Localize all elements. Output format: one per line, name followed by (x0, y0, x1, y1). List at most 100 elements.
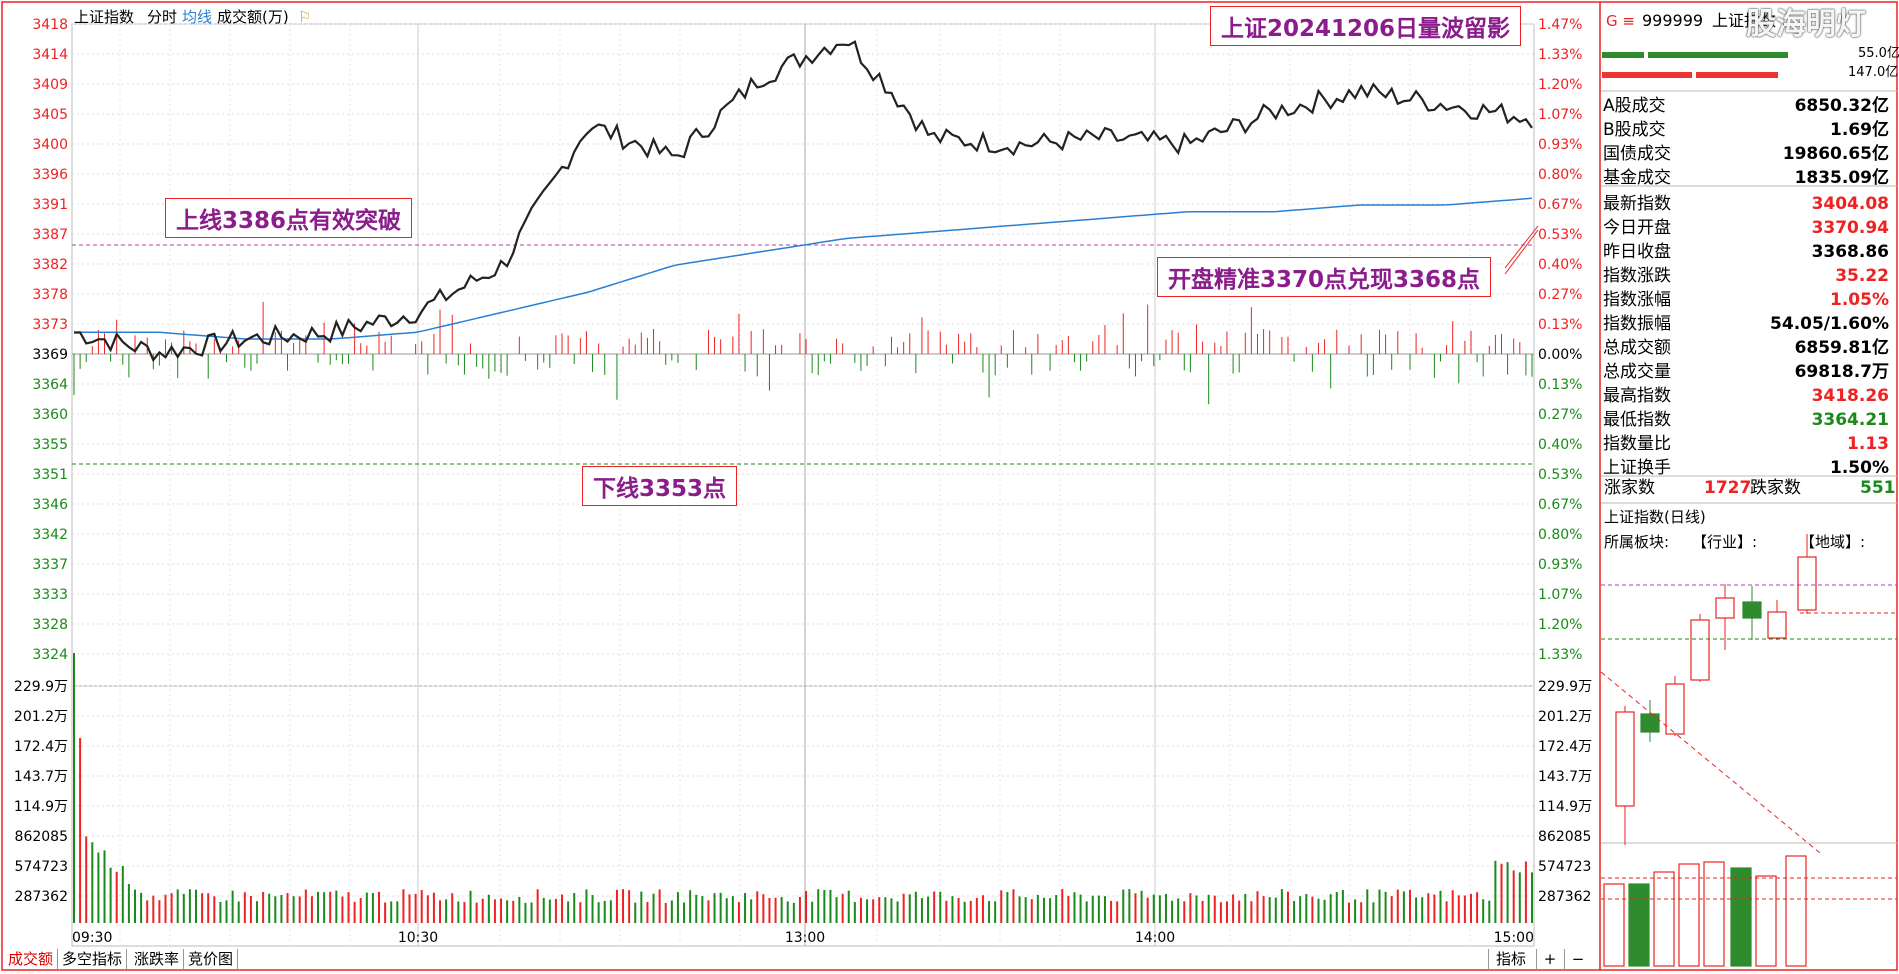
stat-label: 指数振幅 (1603, 314, 1671, 334)
price-tick-label: 3355 (32, 437, 68, 453)
stat-row: 昨日收盘 3368.86 (1601, 240, 1893, 264)
header-volume-label[interactable]: 成交额(万) (217, 8, 289, 26)
daily-volume-bar (1755, 875, 1777, 967)
zoom-out-button[interactable]: − (1564, 949, 1591, 969)
upper-annotation: 上线3386点有效突破 (165, 198, 413, 238)
grid (72, 23, 1534, 946)
daily-chart-title[interactable]: 上证指数(日线) (1604, 508, 1706, 526)
price-tick-label: 3328 (32, 617, 68, 633)
time-tick-label: 14:00 (1135, 930, 1175, 946)
volume-tick-label: 114.9万 (14, 799, 68, 815)
stat-row: 总成交额 6859.81亿 (1601, 336, 1893, 360)
pct-tick-label: 1.07% (1538, 587, 1582, 603)
up-count: 1727 (1704, 478, 1752, 498)
stat-row: 最低指数 3364.21 (1601, 408, 1893, 432)
stat-value: 1835.09亿 (1794, 168, 1889, 188)
pct-tick-label: 0.93% (1538, 137, 1582, 153)
indicator-button[interactable]: 指标 (1488, 949, 1533, 969)
time-tick-label: 10:30 (398, 930, 438, 946)
pct-tick-label: 1.33% (1538, 47, 1582, 63)
price-tick-label: 3387 (32, 227, 68, 243)
open-callout-line (1504, 225, 1539, 269)
volume-bars (73, 653, 1533, 923)
stat-row: 总成交量 69818.7万 (1601, 360, 1893, 384)
price-tick-label: 3396 (32, 167, 68, 183)
volume-tick-label: 229.9万 (1538, 679, 1592, 695)
sector-label: 所属板块: (1604, 533, 1670, 551)
stat-label: 昨日收盘 (1603, 242, 1671, 262)
stat-label: 总成交量 (1603, 362, 1671, 382)
stat-label: 国债成交 (1603, 144, 1671, 164)
main-plot-border (71, 23, 1535, 947)
daily-volume-bar (1785, 855, 1807, 967)
candle-body (1715, 597, 1735, 619)
stat-row: 指数振幅 54.05/1.60% (1601, 312, 1893, 336)
price-axis-left: 3418 3414 3409 3405 3400 3396 3391 3387 3382 3378… (32, 17, 68, 663)
daily-trend-line (1600, 671, 1821, 854)
stat-row: 国债成交 19860.65亿 (1601, 142, 1893, 166)
stat-label: 最低指数 (1603, 410, 1671, 430)
industry-label[interactable]: 【行业】: (1692, 533, 1758, 551)
bell-icon[interactable]: ⚐ (298, 8, 312, 26)
price-tick-label: 3360 (32, 407, 68, 423)
code-prefix: G ≡ (1606, 12, 1635, 30)
pct-tick-label: 1.33% (1538, 647, 1582, 663)
tab-rise-fall-rate[interactable]: 涨跌率 (130, 949, 185, 969)
stat-value: 1.05% (1830, 290, 1889, 310)
pct-tick-label: 0.40% (1538, 437, 1582, 453)
price-tick-label: 3351 (32, 467, 68, 483)
title-annotation: 上证20241206日量波留影 (1210, 6, 1522, 46)
pct-tick-label: 0.67% (1538, 197, 1582, 213)
tab-volume[interactable]: 成交额 (4, 949, 59, 969)
price-tick-label: 3382 (32, 257, 68, 273)
stat-label: 指数量比 (1603, 434, 1671, 454)
stat-value: 19860.65亿 (1782, 144, 1889, 164)
pct-tick-label: 0.40% (1538, 257, 1582, 273)
stat-value: 54.05/1.60% (1770, 314, 1889, 334)
open-callout-line (1504, 229, 1539, 275)
stat-value: 6859.81亿 (1794, 338, 1889, 358)
candle-body (1742, 601, 1762, 619)
candle-body (1640, 713, 1660, 733)
pct-tick-label: 0.27% (1538, 287, 1582, 303)
stat-value: 3370.94 (1811, 218, 1889, 238)
price-tick-label: 3418 (32, 17, 68, 33)
avg-price-line (74, 197, 1533, 340)
price-tick-label: 3346 (32, 497, 68, 513)
region-label[interactable]: 【地域】: (1800, 533, 1866, 551)
watermark-logo: 股海明灯 (1746, 7, 1866, 42)
price-tick-label: 3405 (32, 107, 68, 123)
pct-tick-label: 0.80% (1538, 167, 1582, 183)
tab-auction[interactable]: 竞价图 (184, 949, 239, 969)
stock-code: 999999 (1642, 11, 1704, 30)
stat-label: 最新指数 (1603, 194, 1671, 214)
tab-long-short[interactable]: 多空指标 (58, 949, 128, 969)
buy-volume: 55.0亿 (1858, 46, 1899, 61)
stat-value: 1.69亿 (1830, 120, 1889, 140)
volume-tick-label: 172.4万 (14, 739, 68, 755)
volume-tick-label: 201.2万 (1538, 709, 1592, 725)
pct-tick-label: 0.27% (1538, 407, 1582, 423)
pct-axis-right: 1.47% 1.33% 1.20% 1.07% 0.93% 0.80% 0.67% 0.53%… (1538, 17, 1582, 663)
stat-value: 3364.21 (1811, 410, 1889, 430)
stat-value: 3368.86 (1811, 242, 1889, 262)
up-count-label: 涨家数 (1604, 478, 1655, 498)
header-avg-line[interactable]: 均线 (182, 8, 213, 26)
strength-bars (73, 301, 1533, 405)
stat-row: 今日开盘 3370.94 (1601, 216, 1893, 240)
zoom-in-button[interactable]: + (1536, 949, 1563, 969)
header-mode[interactable]: 分时 (147, 8, 178, 26)
volume-tick-label: 862085 (15, 829, 68, 845)
stat-row: 基金成交 1835.09亿 (1601, 166, 1893, 190)
stat-row: B股成交 1.69亿 (1601, 118, 1893, 142)
price-tick-label: 3342 (32, 527, 68, 543)
volume-tick-label: 114.9万 (1538, 799, 1592, 815)
price-tick-label: 3414 (32, 47, 68, 63)
pct-tick-label: 1.07% (1538, 107, 1582, 123)
stat-label: B股成交 (1603, 120, 1666, 140)
header-index-name: 上证指数 (74, 8, 135, 26)
pct-tick-label: 0.00% (1538, 347, 1582, 363)
volume-tick-label: 574723 (15, 859, 68, 875)
stat-value: 1.50% (1830, 458, 1889, 478)
down-count: 551 (1860, 478, 1896, 498)
